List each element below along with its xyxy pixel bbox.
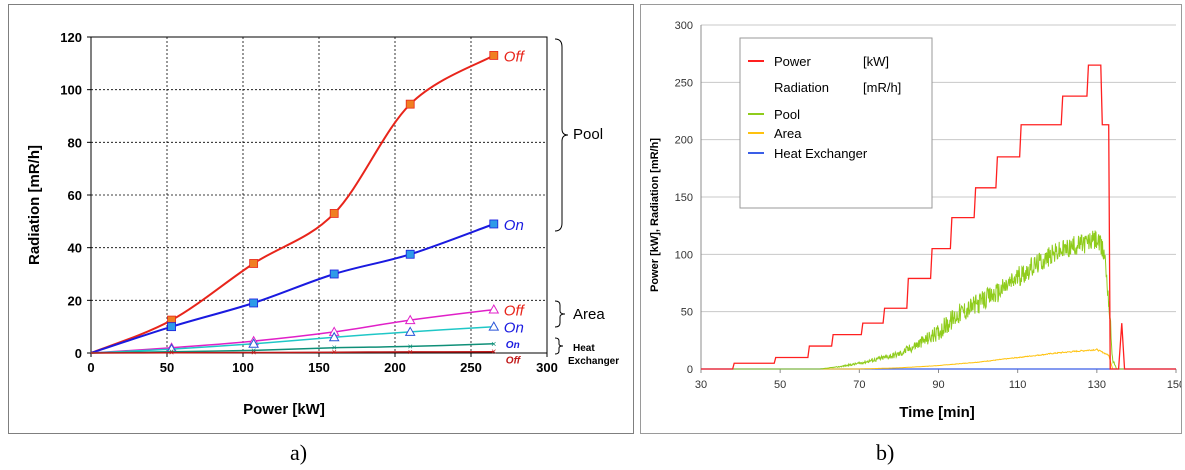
chart-b-panel: 0 50 100 150 200 250 300 30 50 70 90 110 130 150 Powe… bbox=[640, 4, 1185, 434]
chart-a-point bbox=[404, 326, 416, 336]
chart-a-ytick-label: 0 bbox=[75, 346, 82, 361]
chart-b-ytick-label: 50 bbox=[681, 307, 693, 319]
chart-a-ytick-label: 100 bbox=[60, 83, 82, 98]
chart-b-xtick-label: 30 bbox=[695, 379, 707, 391]
chart-b-legend-unit: [kW] bbox=[863, 54, 889, 69]
chart-a-xtick-label: 150 bbox=[308, 360, 330, 375]
chart-a-point: × bbox=[169, 348, 174, 358]
chart-a-xtick-label: 0 bbox=[87, 360, 94, 375]
group-label-pool: Pool bbox=[573, 126, 603, 143]
annot-heat-on: On bbox=[506, 340, 520, 351]
brace-heat bbox=[554, 337, 564, 355]
chart-b-legend-label: Radiation bbox=[774, 80, 829, 95]
annot-pool-off: Off bbox=[504, 48, 526, 65]
chart-b-ytick-label: 200 bbox=[675, 135, 693, 147]
chart-a-point bbox=[405, 249, 415, 259]
chart-b-ytick-label: 0 bbox=[687, 364, 693, 376]
group-label-heat: Heat bbox=[573, 343, 595, 354]
chart-a-xtick-label: 250 bbox=[460, 360, 482, 375]
caption-b: b) bbox=[876, 440, 895, 465]
chart-a-xtick-label: 200 bbox=[384, 360, 406, 375]
chart-b-xtick-label: 110 bbox=[1009, 379, 1027, 391]
chart-a-xlabel: Power [kW] bbox=[243, 401, 325, 418]
chart-a-series-line bbox=[90, 350, 494, 354]
chart-a-point bbox=[167, 322, 176, 332]
chart-a-point bbox=[489, 219, 499, 229]
brace-pool bbox=[554, 38, 569, 232]
chart-b-xtick-label: 50 bbox=[774, 379, 786, 391]
chart-b-ytick-label: 100 bbox=[675, 249, 693, 261]
chart-b-series-pool bbox=[701, 230, 1176, 370]
chart-b-legend-label: Pool bbox=[774, 107, 800, 122]
chart-a-point bbox=[249, 298, 259, 308]
annot-heat-off: Off bbox=[506, 356, 522, 367]
chart-a-ytick-label: 20 bbox=[68, 293, 82, 308]
brace-area bbox=[554, 300, 566, 328]
annot-pool-on: On bbox=[504, 217, 524, 234]
chart-b-xtick-label: 150 bbox=[1167, 379, 1181, 391]
chart-b-xtick-label: 130 bbox=[1088, 379, 1106, 391]
chart-b-ylabel: Power [kW], Radiation [mR/h] bbox=[649, 138, 661, 292]
chart-a-xtick-label: 100 bbox=[232, 360, 254, 375]
chart-b-legend-label: Heat Exchanger bbox=[774, 146, 868, 161]
chart-b-ytick-label: 300 bbox=[675, 20, 693, 32]
chart-a-series-line bbox=[90, 223, 495, 354]
chart-a-point bbox=[405, 99, 415, 109]
chart-a-point: × bbox=[408, 347, 413, 357]
chart-a-point: × bbox=[332, 347, 337, 357]
chart-a-series-line bbox=[90, 325, 494, 354]
chart-b-series-power bbox=[701, 64, 1176, 370]
chart-a-ytick-label: 120 bbox=[60, 30, 82, 45]
chart-a-point: × bbox=[251, 345, 256, 355]
chart-b-xtick-label: 70 bbox=[853, 379, 865, 391]
chart-b-series-area bbox=[701, 348, 1176, 370]
chart-a-ylabel: Radiation [mR/h] bbox=[26, 145, 43, 265]
chart-b: 0 50 100 150 200 250 300 30 50 70 90 110 130 150 Powe… bbox=[649, 20, 1185, 421]
chart-a-point bbox=[329, 209, 339, 218]
chart-a-ytick-label: 60 bbox=[68, 188, 82, 203]
chart-a-point: × bbox=[169, 347, 174, 357]
chart-a-point: × bbox=[332, 343, 337, 353]
chart-a-point: × bbox=[491, 347, 496, 357]
chart-a-xtick-label: 300 bbox=[536, 360, 558, 375]
chart-b-ytick-label: 250 bbox=[675, 77, 693, 89]
chart-b-legend-label: Area bbox=[774, 126, 802, 141]
chart-b-legend-label: Power bbox=[774, 54, 812, 69]
chart-a-point: × bbox=[408, 341, 413, 351]
chart-a-ytick-label: 80 bbox=[68, 135, 82, 150]
chart-a-point bbox=[248, 338, 259, 348]
chart-a-xtick-label: 50 bbox=[160, 360, 174, 375]
chart-a-point: × bbox=[491, 339, 496, 349]
chart-b-legend-unit: [mR/h] bbox=[863, 80, 901, 95]
chart-b-ytick-label: 150 bbox=[675, 192, 693, 204]
group-label-area: Area bbox=[573, 306, 605, 323]
chart-a-point: × bbox=[251, 347, 256, 357]
group-label-exchanger: Exchanger bbox=[568, 356, 619, 367]
chart-a-point bbox=[328, 331, 340, 342]
chart-a-ytick-label: 40 bbox=[68, 241, 82, 256]
annot-area-on: On bbox=[504, 320, 524, 337]
chart-b-xtick-label: 90 bbox=[932, 379, 944, 391]
chart-a-point bbox=[488, 321, 500, 331]
chart-a-panel: 0 50 100 150 200 250 300 0 20 40 60 80 100 120 × × × × × ×… bbox=[8, 4, 634, 434]
chart-a-point bbox=[249, 259, 259, 268]
chart-a-point bbox=[329, 269, 339, 279]
chart-b-xlabel: Time [min] bbox=[899, 404, 975, 421]
chart-a-point bbox=[489, 51, 499, 60]
annot-area-off: Off bbox=[504, 303, 526, 320]
caption-a: a) bbox=[290, 440, 308, 465]
chart-a-point bbox=[488, 304, 500, 314]
chart-b-legend bbox=[739, 37, 933, 209]
chart-a-series-line bbox=[90, 343, 494, 354]
chart-a-point bbox=[404, 314, 416, 325]
